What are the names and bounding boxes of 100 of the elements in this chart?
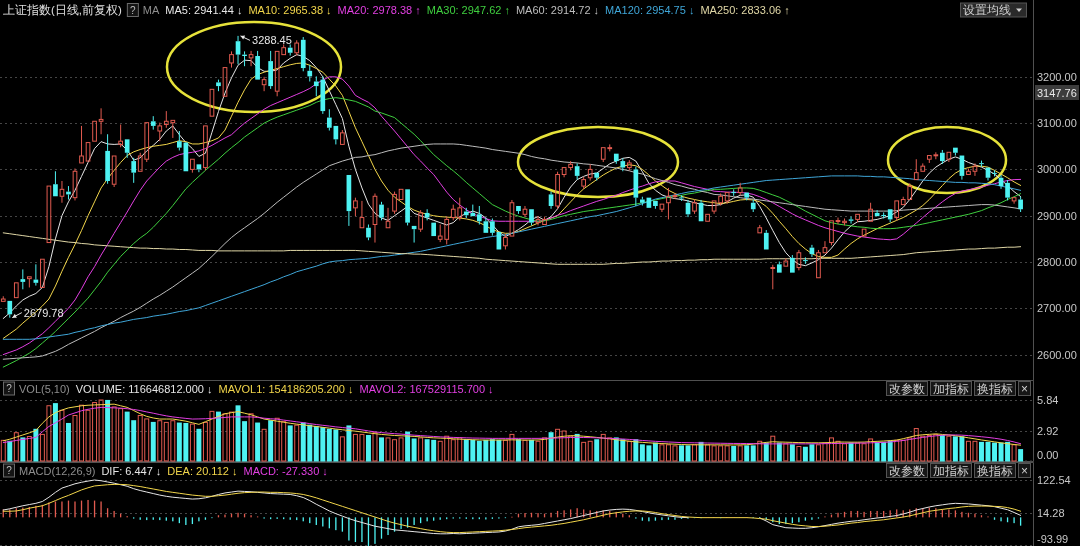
candlestick: [124, 139, 130, 159]
candlestick: [248, 50, 254, 67]
candlestick: [300, 36, 306, 72]
candlestick: [516, 205, 521, 215]
candlestick: [98, 107, 104, 135]
candlestick: [59, 180, 65, 204]
text: MA30: 2947.62 ↑: [426, 4, 510, 16]
candlestick: [490, 217, 495, 237]
text: MA5: 2941.44 ↓: [165, 4, 243, 16]
candlestick: [287, 43, 293, 57]
y-tick-label: 2600.00: [1037, 348, 1077, 361]
text: MA120: 2954.75 ↓: [605, 4, 695, 16]
candlestick: [366, 224, 371, 241]
candlestick: [222, 67, 228, 97]
candlestick: [150, 115, 156, 131]
candlestick: [633, 166, 639, 207]
candlestick: [613, 153, 619, 165]
candlestick: [176, 130, 182, 151]
candlestick: [750, 199, 756, 213]
candlestick: [940, 149, 945, 165]
y-tick-label: 5.84: [1037, 393, 1059, 406]
candlestick: [503, 233, 508, 250]
candlestick: [659, 203, 665, 213]
candlestick: [261, 76, 267, 92]
candlestick: [946, 151, 952, 163]
annotation: MACD: -27.330 ↓: [243, 464, 328, 477]
candlestick: [803, 256, 808, 265]
legend-title: VOL(5,10): [19, 382, 70, 395]
series-label: MAVOL1: 154186205.200 ↓: [218, 382, 354, 395]
y-tick-label: 122.54: [1037, 473, 1071, 486]
candlestick: [796, 249, 802, 271]
candlestick: [522, 205, 528, 218]
y-tick-label: 14.28: [1037, 506, 1065, 519]
candlestick: [131, 157, 137, 184]
y-tick-label: 2900.00: [1037, 209, 1077, 222]
candlestick: [13, 282, 19, 299]
candlestick: [7, 300, 13, 319]
candlestick: [111, 155, 117, 188]
text: MA60: 2914.72 ↓: [515, 4, 600, 16]
candlestick: [326, 108, 332, 132]
annotation: 3288.45: [252, 34, 292, 47]
candlestick: [476, 205, 482, 225]
candlestick: [105, 133, 110, 185]
chart-title: 上证指数(日线,前复权): [3, 4, 123, 16]
candlestick: [72, 167, 78, 201]
legend-title: MACD(12,26,9): [19, 464, 96, 477]
candlestick: [46, 185, 52, 244]
candlestick: [268, 50, 273, 90]
candlestick: [620, 157, 626, 172]
candlestick: [887, 209, 893, 223]
candlestick: [770, 264, 776, 290]
y-tick-label: 0.00: [1037, 448, 1059, 461]
candlestick: [40, 258, 45, 288]
candlestick: [790, 254, 795, 273]
candlestick: [209, 88, 215, 117]
line-series: [2, 232, 1022, 265]
candlestick: [385, 207, 391, 229]
candlestick: [724, 192, 730, 205]
candlestick: [307, 64, 313, 82]
y-tick-label: 2700.00: [1037, 302, 1077, 315]
candlestick: [118, 124, 123, 148]
candlestick: [953, 147, 958, 157]
candlestick: [398, 188, 404, 201]
candlestick: [431, 222, 437, 237]
candlestick: [848, 216, 854, 225]
text: MA250: 2833.06 ↑: [700, 4, 790, 16]
candlestick: [705, 213, 710, 222]
annotation: ?: [130, 4, 137, 16]
text: MA10: 2965.38 ↓: [248, 4, 332, 16]
legend-title: MA: [142, 4, 161, 16]
candlestick: [881, 211, 887, 219]
candlestick: [763, 229, 769, 250]
candlestick: [587, 163, 593, 182]
annotation: 设置均线: [963, 3, 1011, 17]
candlestick: [653, 200, 658, 210]
candlestick: [920, 162, 926, 172]
series-label: DEA: 20.112 ↓: [167, 464, 238, 477]
candlestick: [731, 188, 737, 197]
candlestick: [92, 120, 97, 142]
candlestick: [359, 200, 365, 229]
y-tick-label: 2800.00: [1037, 256, 1077, 268]
candlestick: [190, 158, 195, 174]
series-label: DIF: 6.447 ↓: [101, 464, 162, 477]
text: MA20: 2978.38 ↑: [337, 4, 421, 16]
series-label: VOLUME: 116646812.000 ↓: [75, 382, 213, 395]
candlestick: [255, 50, 260, 80]
y-tick-label: 3000.00: [1037, 163, 1077, 176]
y-tick-label: 2.92: [1037, 424, 1059, 437]
candlestick: [992, 169, 997, 177]
y-tick-label: 3200.00: [1037, 70, 1077, 83]
y-tick-label: 3100.00: [1037, 117, 1077, 130]
candlestick: [679, 194, 684, 202]
candlestick: [85, 142, 91, 162]
candlestick: [79, 125, 84, 164]
candlestick: [594, 172, 600, 182]
candlestick: [861, 228, 867, 237]
candlestick: [979, 160, 984, 168]
candlestick: [424, 208, 430, 221]
candlestick: [1018, 196, 1023, 213]
candlestick: [640, 196, 645, 207]
